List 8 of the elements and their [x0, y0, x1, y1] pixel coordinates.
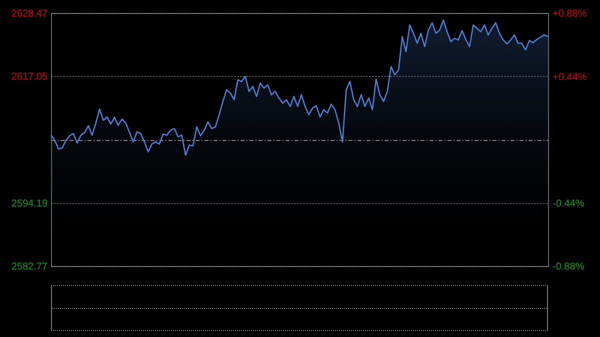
y2-tick-label: +0.88%	[552, 8, 587, 20]
y-tick-label: 2617.05	[11, 72, 48, 83]
y2-tick-label: +0.44%	[552, 72, 587, 83]
y2-tick-label: -0.44%	[552, 198, 584, 210]
y2-tick-label: -0.88%	[552, 262, 584, 272]
y-tick-label: 2582.77	[11, 262, 48, 272]
y-tick-label: 2594.19	[11, 198, 48, 210]
y-tick-label: 2628.47	[11, 8, 48, 20]
